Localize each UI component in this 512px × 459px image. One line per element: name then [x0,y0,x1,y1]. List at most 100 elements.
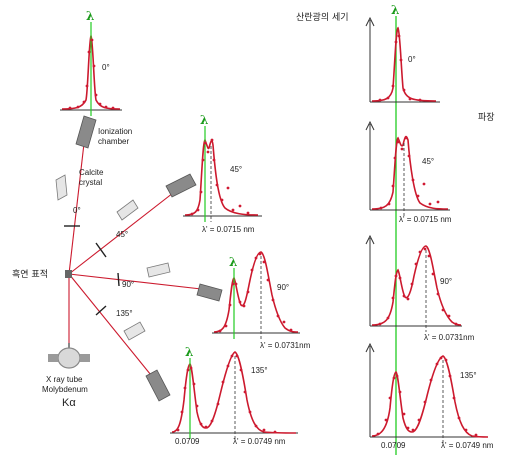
chamber-label-1: Ionization [98,127,132,136]
data-point [439,356,443,360]
data-point [254,256,258,260]
right-plot-0deg: 0° [365,16,440,103]
crystal-45deg [116,199,139,221]
data-point [276,314,280,318]
data-point [196,208,200,212]
data-point [231,208,235,212]
data-point [394,274,398,278]
data-point [402,88,406,92]
data-point [104,105,108,109]
right-plot-0deg-points [378,34,422,102]
right-plot-135deg: 135° 0.0709 λ' = 0.0749 nm [365,342,494,450]
graphite-target [65,270,72,278]
data-point [391,296,395,300]
data-point [429,378,433,382]
right-plot-45deg-arrow [365,120,375,131]
data-point [199,422,203,426]
spectrum-90deg-points [218,252,293,333]
data-point [378,322,382,326]
data-point [85,84,89,88]
data-point [242,304,246,308]
data-point [397,34,401,38]
data-point [411,428,415,432]
data-point [452,396,456,400]
spectrum-135deg-curve [171,351,297,434]
data-point [92,64,96,68]
data-point [111,106,115,110]
data-point [457,416,461,420]
data-point [428,202,432,206]
data-point [192,382,196,386]
data-point [407,154,411,158]
data-point [226,364,230,368]
data-point [474,433,478,437]
right-plot-135deg-curve [371,355,489,438]
data-point [250,268,254,272]
data-point [235,354,239,358]
data-point [203,141,207,145]
spectrum-45deg: λ 45° λ' = 0.0715 nm [183,113,262,234]
right-plot-45deg: 45° λ' = 0.0715 nm [365,120,452,224]
data-point [195,404,199,408]
data-point [447,314,451,318]
data-point [262,260,266,264]
data-point [212,158,216,162]
data-point [386,96,390,100]
right-plot-90deg-arrow [365,234,375,245]
data-point [87,50,91,54]
spectrum-135deg-shift-label: λ' = 0.0749 nm [233,437,286,446]
data-point [406,426,410,430]
data-point [408,97,412,101]
right-plot-90deg-angle: 90° [440,277,452,286]
data-point [201,158,205,162]
data-point [411,178,415,182]
angle-label-0: 0° [73,206,81,215]
slit-135deg [95,305,107,316]
right-plot-135deg-arrow [365,342,375,353]
chamber-label-2: chamber [98,137,129,146]
spectrum-0deg-points [68,38,115,110]
data-point [393,156,397,160]
data-point [391,184,395,188]
data-point [400,147,404,151]
data-point [396,140,400,144]
data-point [176,428,180,432]
right-plot-135deg-angle: 135° [460,371,477,380]
right-y-axis-label: 산란광의 세기 [296,11,349,23]
data-point [406,297,410,301]
spectrum-135deg-points [176,354,277,434]
xray-tube-bulb [57,347,81,369]
data-point [289,328,293,332]
data-point [271,298,275,302]
data-point [238,300,242,304]
calcite-crystals [55,174,171,341]
spectrum-90deg: λ 90° λ' = 0.0731nm [212,251,311,350]
spectrum-90deg-curve [213,251,299,333]
data-point [416,194,420,198]
data-point [464,428,468,432]
beam-45deg [68,185,183,275]
data-point [239,368,243,372]
spectrum-45deg-angle: 45° [230,165,242,174]
right-plot-90deg: 90° λ' = 0.0731nm [365,234,475,342]
data-point [379,206,383,210]
data-point [388,396,392,400]
data-point [431,272,435,276]
right-plot-45deg-curve [371,135,449,210]
data-point [436,292,440,296]
data-point [216,402,220,406]
data-point [189,366,193,370]
xray-tube-right-cap [80,354,90,362]
data-point [282,320,286,324]
data-point [228,303,232,307]
apparatus: 흑연 표적 X ray tube Molybdenum Kα Calcite c… [12,115,223,409]
data-point [231,282,235,286]
crystal-90deg [146,262,171,278]
data-point [376,432,380,436]
spectrum-0deg-lambda: λ [86,9,94,23]
data-point [180,410,184,414]
target-label: 흑연 표적 [12,268,48,280]
data-point [435,362,439,366]
data-point [384,418,388,422]
right-x-axis-label: 파장 [478,112,495,123]
